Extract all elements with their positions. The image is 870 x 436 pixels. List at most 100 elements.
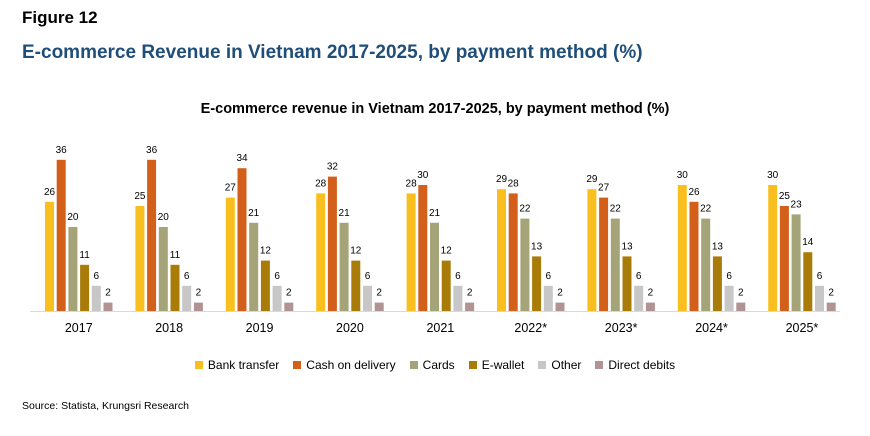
bar — [91, 285, 101, 311]
data-label: 23 — [791, 199, 803, 210]
data-label: 26 — [688, 187, 700, 198]
bar — [826, 302, 836, 311]
legend-swatch — [595, 361, 604, 369]
data-label: 2 — [105, 288, 111, 299]
data-label: 21 — [429, 208, 441, 219]
data-label: 26 — [44, 187, 56, 198]
bar — [316, 193, 326, 311]
data-label: 13 — [531, 241, 543, 252]
data-label: 6 — [455, 271, 461, 282]
bar — [45, 201, 54, 311]
bar — [441, 260, 451, 311]
bar — [779, 206, 789, 311]
data-label: 6 — [546, 271, 552, 282]
data-label: 2 — [467, 288, 473, 299]
legend-swatch — [293, 361, 302, 369]
data-label: 12 — [260, 246, 272, 257]
bar — [803, 252, 813, 311]
data-label: 2 — [557, 288, 563, 299]
bar-chart: 2636201162201725362011622018273421126220… — [30, 145, 840, 335]
data-label: 2 — [648, 288, 654, 299]
bar — [284, 302, 294, 311]
bar — [418, 185, 428, 311]
category-label: 2022* — [514, 321, 547, 335]
data-label: 30 — [677, 170, 689, 181]
bar — [237, 168, 247, 311]
bar — [453, 285, 463, 311]
page-title: E-commerce Revenue in Vietnam 2017-2025,… — [22, 42, 643, 63]
data-label: 30 — [767, 170, 779, 181]
bar — [158, 227, 168, 311]
data-label: 28 — [508, 178, 520, 189]
source-note: Source: Statista, Krungsri Research — [22, 400, 189, 412]
data-label: 6 — [274, 271, 280, 282]
data-label: 28 — [315, 178, 327, 189]
bar — [430, 222, 439, 311]
data-label: 12 — [350, 246, 362, 257]
legend-item: E-wallet — [468, 358, 525, 372]
bar — [272, 285, 282, 311]
bar — [351, 260, 361, 311]
bar — [406, 193, 416, 311]
data-label: 21 — [339, 208, 351, 219]
legend-swatch — [194, 361, 203, 369]
bar — [634, 285, 644, 311]
bar — [374, 302, 384, 311]
bar — [182, 285, 192, 311]
category-label: 2020 — [336, 321, 364, 335]
legend-swatch — [538, 361, 547, 369]
data-label: 21 — [248, 208, 260, 219]
chart-title: E-commerce revenue in Vietnam 2017-2025,… — [200, 101, 670, 117]
legend-swatch — [468, 361, 477, 369]
bar — [465, 302, 475, 311]
data-label: 13 — [712, 241, 724, 252]
bar — [712, 256, 722, 311]
data-label: 2 — [738, 288, 744, 299]
data-label: 22 — [519, 204, 531, 215]
bar — [363, 285, 372, 311]
data-label: 36 — [56, 145, 68, 156]
bar — [225, 197, 235, 311]
data-label: 27 — [598, 183, 610, 194]
data-label: 22 — [610, 204, 622, 215]
legend-item: Bank transfer — [194, 358, 280, 372]
data-label: 6 — [94, 271, 100, 282]
data-label: 29 — [496, 174, 508, 185]
legend-label: Cash on delivery — [306, 358, 396, 372]
bar — [555, 302, 565, 311]
category-label: 2025* — [786, 321, 819, 335]
bar — [135, 206, 145, 311]
data-label: 30 — [417, 170, 429, 181]
bar — [103, 302, 113, 311]
bar — [610, 218, 620, 311]
data-label: 22 — [700, 204, 712, 215]
bar — [724, 285, 734, 311]
bar — [56, 159, 66, 311]
bar — [701, 218, 711, 311]
bar — [339, 222, 349, 311]
bar — [497, 189, 506, 311]
data-label: 11 — [79, 250, 90, 261]
category-label: 2018 — [155, 321, 183, 335]
data-label: 12 — [441, 246, 453, 257]
legend-item: Cash on delivery — [293, 358, 396, 372]
bar — [249, 222, 259, 311]
bar — [622, 256, 632, 311]
bar — [815, 285, 824, 311]
bar — [170, 264, 180, 311]
data-label: 6 — [184, 271, 190, 282]
chart-legend: Bank transfer Cash on delivery Cards E-wall… — [0, 358, 870, 372]
legend-item: Cards — [409, 358, 455, 372]
figure-label: Figure 12 — [22, 8, 98, 27]
data-label: 6 — [726, 271, 732, 282]
bar — [645, 302, 655, 311]
legend-swatch — [409, 361, 418, 369]
bar — [587, 189, 597, 311]
data-label: 2 — [376, 288, 382, 299]
data-label: 32 — [327, 162, 339, 173]
data-label: 28 — [406, 178, 418, 189]
legend-label: E-wallet — [481, 358, 525, 372]
bar — [68, 227, 78, 311]
legend-label: Bank transfer — [207, 358, 280, 372]
data-label: 6 — [817, 271, 823, 282]
